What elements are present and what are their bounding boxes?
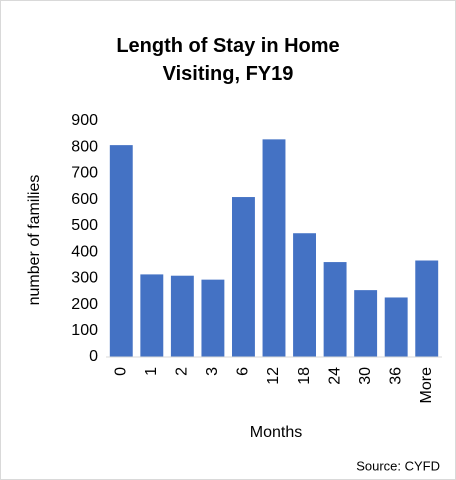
x-tick-label: 2 [174, 367, 191, 376]
y-tick-label: 300 [71, 270, 98, 287]
y-tick-label: 700 [71, 165, 98, 182]
y-tick-label: 100 [71, 322, 98, 339]
bar [232, 197, 255, 357]
bar [140, 274, 164, 357]
x-tick-label: 3 [204, 367, 221, 376]
bar [354, 290, 378, 357]
bar [109, 145, 133, 357]
y-tick-label: 600 [71, 191, 98, 208]
bar [201, 279, 225, 357]
bar [384, 297, 408, 357]
y-tick-label: 800 [71, 138, 98, 155]
source-note: Source: CYFD [356, 458, 440, 473]
x-tick-label: 18 [296, 367, 313, 385]
chart-title: Length of Stay in Home Visiting, FY19 [116, 35, 340, 85]
x-tick-label: 12 [265, 367, 282, 385]
bar [293, 233, 316, 357]
x-axis-label: Months [250, 424, 302, 441]
bar [323, 262, 347, 357]
x-tick-label: 30 [357, 367, 374, 385]
y-tick-label: 400 [71, 243, 98, 260]
x-tick-label: More [418, 367, 435, 404]
y-tick-label: 500 [71, 217, 98, 234]
bar [415, 260, 439, 357]
x-tick-label: 6 [235, 367, 252, 376]
y-tick-label: 200 [71, 296, 98, 313]
bar [262, 139, 286, 357]
x-tick-label: 1 [143, 367, 160, 376]
y-tick-label: 900 [71, 112, 98, 129]
y-axis-label: number of families [26, 175, 43, 306]
y-tick-label: 0 [89, 348, 98, 365]
x-tick-label: 0 [112, 367, 129, 376]
x-tick-label: 24 [326, 367, 343, 385]
x-tick-label: 36 [387, 367, 404, 385]
bar [170, 275, 194, 357]
